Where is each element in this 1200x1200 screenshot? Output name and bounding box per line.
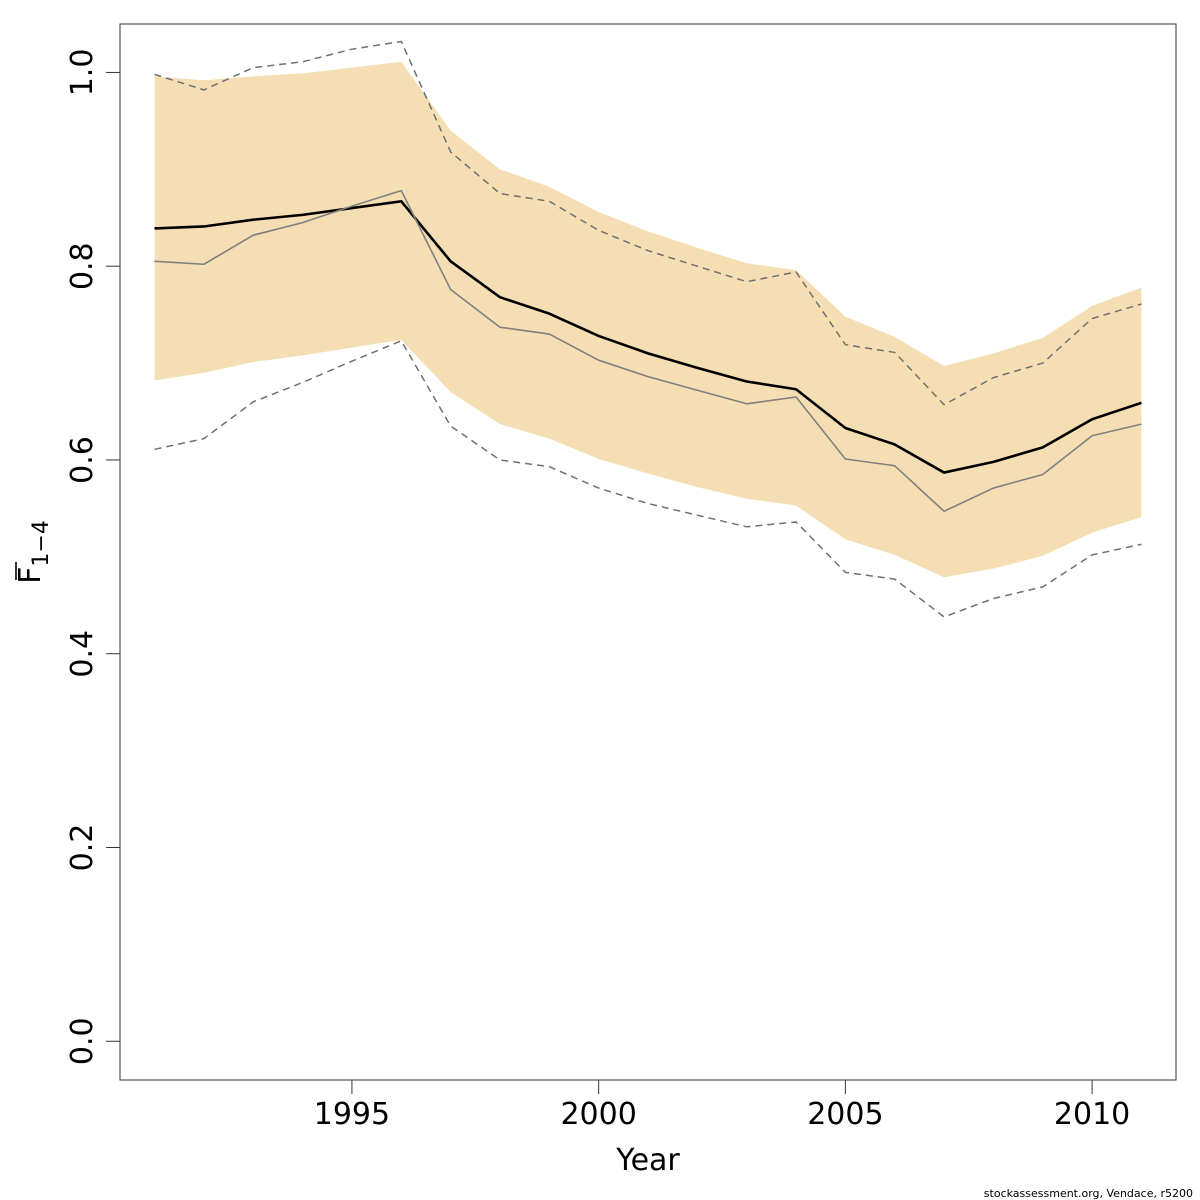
series-line-2-solid-thin — [154, 189, 1142, 513]
footer-text: stockassessment.org, Vendace, r5200 — [984, 1187, 1193, 1200]
y-axis-title: F1−4 — [13, 520, 54, 584]
confidence-band-layer — [154, 61, 1142, 578]
y-tick-label: 0.8 — [65, 242, 100, 290]
y-tick-label: 0.6 — [65, 436, 100, 484]
y-axis: 0.0 0.2 0.4 0.6 0.8 1.0 — [65, 49, 121, 1065]
series-layer — [154, 40, 1142, 618]
x-axis: 1995 2000 2005 2010 — [314, 1079, 1130, 1132]
confidence-band — [154, 61, 1142, 578]
series-line-3-dashed — [154, 40, 1142, 406]
y-tick-label: 0.4 — [65, 630, 100, 678]
x-axis-title: Year — [615, 1143, 680, 1178]
y-tick-label: 0.2 — [65, 824, 100, 872]
x-tick-label: 1995 — [314, 1097, 390, 1132]
x-tick-label: 2005 — [807, 1097, 883, 1132]
series-line-1-solid-bold — [154, 199, 1142, 474]
x-tick-label: 2010 — [1054, 1097, 1130, 1132]
y-axis-title-main: F — [13, 567, 48, 584]
x-tick-label: 2000 — [560, 1097, 636, 1132]
svg-text:F1−4: F1−4 — [13, 520, 54, 584]
series-line-4-dashed — [154, 340, 1142, 618]
y-tick-label: 1.0 — [65, 49, 100, 97]
y-tick-label: 0.0 — [65, 1017, 100, 1065]
y-axis-title-subscript: 1−4 — [29, 520, 54, 566]
